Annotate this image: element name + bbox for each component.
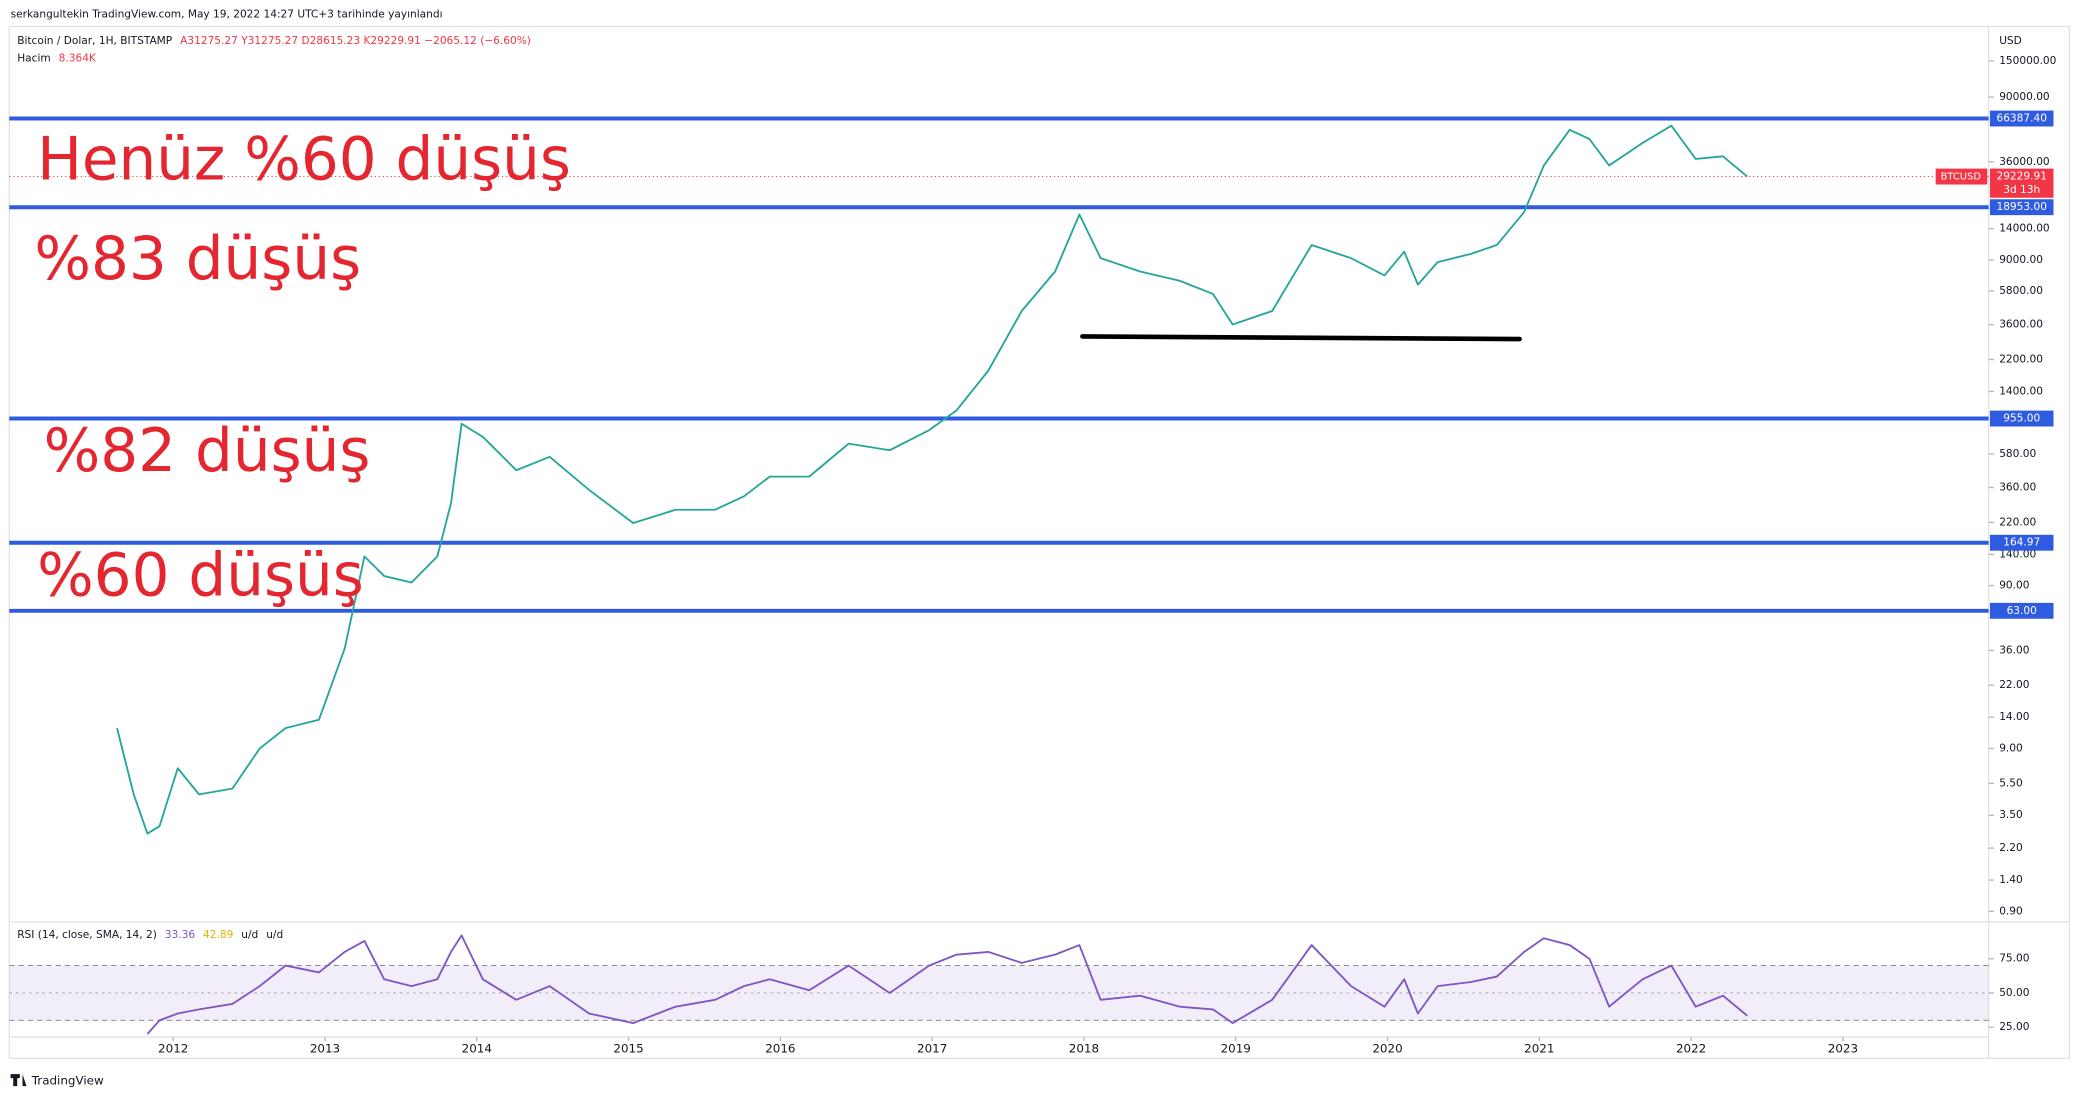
rsi-extra: u/d (266, 929, 283, 941)
y-tick-label: 2200.00 (1999, 354, 2043, 366)
x-tick-label: 2015 (613, 1041, 643, 1055)
x-tick-label: 2017 (917, 1041, 947, 1055)
y-tick-label: 1400.00 (1999, 385, 2043, 397)
level-label-box (1989, 410, 2054, 427)
y-tick-label: 150000.00 (1999, 55, 2056, 67)
rsi-value: 33.36 (165, 929, 196, 941)
level-label: 164.97 (2003, 537, 2040, 549)
y-tick-label: 22.00 (1999, 679, 2030, 691)
symbol-title: Bitcoin / Dolar, 1H, BITSTAMP (17, 35, 173, 47)
y-tick-label: 1.40 (1999, 874, 2023, 886)
y-axis-title: USD (1999, 35, 2022, 47)
y-tick-label: 9000.00 (1999, 254, 2043, 266)
logo-icon (10, 1074, 27, 1087)
annotation: Henüz %60 düşüş (37, 125, 571, 194)
x-tick-label: 2018 (1069, 1041, 1099, 1055)
level-label: 66387.40 (1996, 113, 2047, 125)
y-tick-label: 50.00 (1999, 987, 2030, 999)
y-tick-label: 5.50 (1999, 777, 2023, 789)
ohlc: A31275.27 Y31275.27 D28615.23 K29229.91 … (180, 35, 531, 47)
brand: TradingView (31, 1073, 104, 1087)
price-line (146, 934, 1748, 1035)
rsi-legend: RSI (14, close, SMA, 14, 2) 33.36 42.89 u/d… (17, 929, 283, 941)
level-label-box (1989, 534, 2054, 551)
y-tick-label: 0.90 (1999, 905, 2023, 917)
rsi-extra: u/d (241, 929, 258, 941)
volume-label: Hacim (17, 52, 50, 64)
annotation: %82 düşüş (44, 417, 371, 486)
y-tick-label: 3600.00 (1999, 319, 2043, 331)
level-label: 18953.00 (1996, 201, 2047, 213)
x-tick-label: 2014 (462, 1041, 492, 1055)
y-tick-label: 36000.00 (1999, 156, 2050, 168)
volume-legend: Hacim 8.364K (17, 52, 97, 64)
y-tick-label: 36.00 (1999, 644, 2030, 656)
y-tick-label: 580.00 (1999, 448, 2036, 460)
publish-note: serkangultekin TradingView.com, May 19, … (11, 9, 443, 21)
volume-value: 8.364K (59, 52, 97, 64)
x-tick-label: 2020 (1372, 1041, 1402, 1055)
y-tick-label: 75.00 (1999, 953, 2030, 965)
countdown-label: 3d 13h (2003, 184, 2040, 196)
y-tick-label: 25.00 (1999, 1021, 2030, 1033)
y-tick-label: 14000.00 (1999, 223, 2050, 235)
y-tick-label: 90.00 (1999, 580, 2030, 592)
x-tick-label: 2013 (310, 1041, 340, 1055)
y-tick-label: 5800.00 (1999, 285, 2043, 297)
x-tick-label: 2022 (1676, 1041, 1706, 1055)
y-tick-label: 9.00 (1999, 742, 2023, 754)
x-tick-label: 2023 (1828, 1041, 1858, 1055)
footer-logo: TradingView (10, 1073, 104, 1087)
price-legend: Bitcoin / Dolar, 1H, BITSTAMP A31275.27 Y… (17, 35, 531, 47)
rsi-ma-value: 42.89 (203, 929, 233, 941)
symbol-box (1935, 168, 1988, 185)
level-label-box (1989, 199, 2054, 216)
annotation: %60 düşüş (37, 541, 364, 610)
x-tick-label: 2012 (158, 1041, 188, 1055)
x-tick-label: 2016 (765, 1041, 795, 1055)
last-price-box (1989, 168, 2054, 198)
symbol-label: BTCUSD (1941, 172, 1982, 183)
level-label-box (1989, 602, 2054, 619)
x-tick-label: 2019 (1221, 1041, 1251, 1055)
price-line (116, 124, 1748, 835)
level-label-box (1989, 110, 2054, 127)
last-price-label: 29229.91 (1996, 171, 2046, 183)
y-tick-label: 14.00 (1999, 711, 2030, 723)
y-tick-label: 360.00 (1999, 482, 2036, 494)
trend-line (1080, 334, 1522, 342)
y-tick-label: 140.00 (1999, 548, 2036, 560)
y-tick-label: 2.20 (1999, 842, 2023, 854)
level-label: 955.00 (2003, 413, 2040, 425)
level-label: 63.00 (2007, 605, 2038, 617)
annotation: %83 düşüş (34, 225, 361, 294)
y-tick-label: 90000.00 (1999, 91, 2050, 103)
y-tick-label: 220.00 (1999, 516, 2036, 528)
y-tick-label: 3.50 (1999, 809, 2023, 821)
rsi-title: RSI (14, close, SMA, 14, 2) (17, 929, 157, 941)
x-tick-label: 2021 (1524, 1041, 1554, 1055)
